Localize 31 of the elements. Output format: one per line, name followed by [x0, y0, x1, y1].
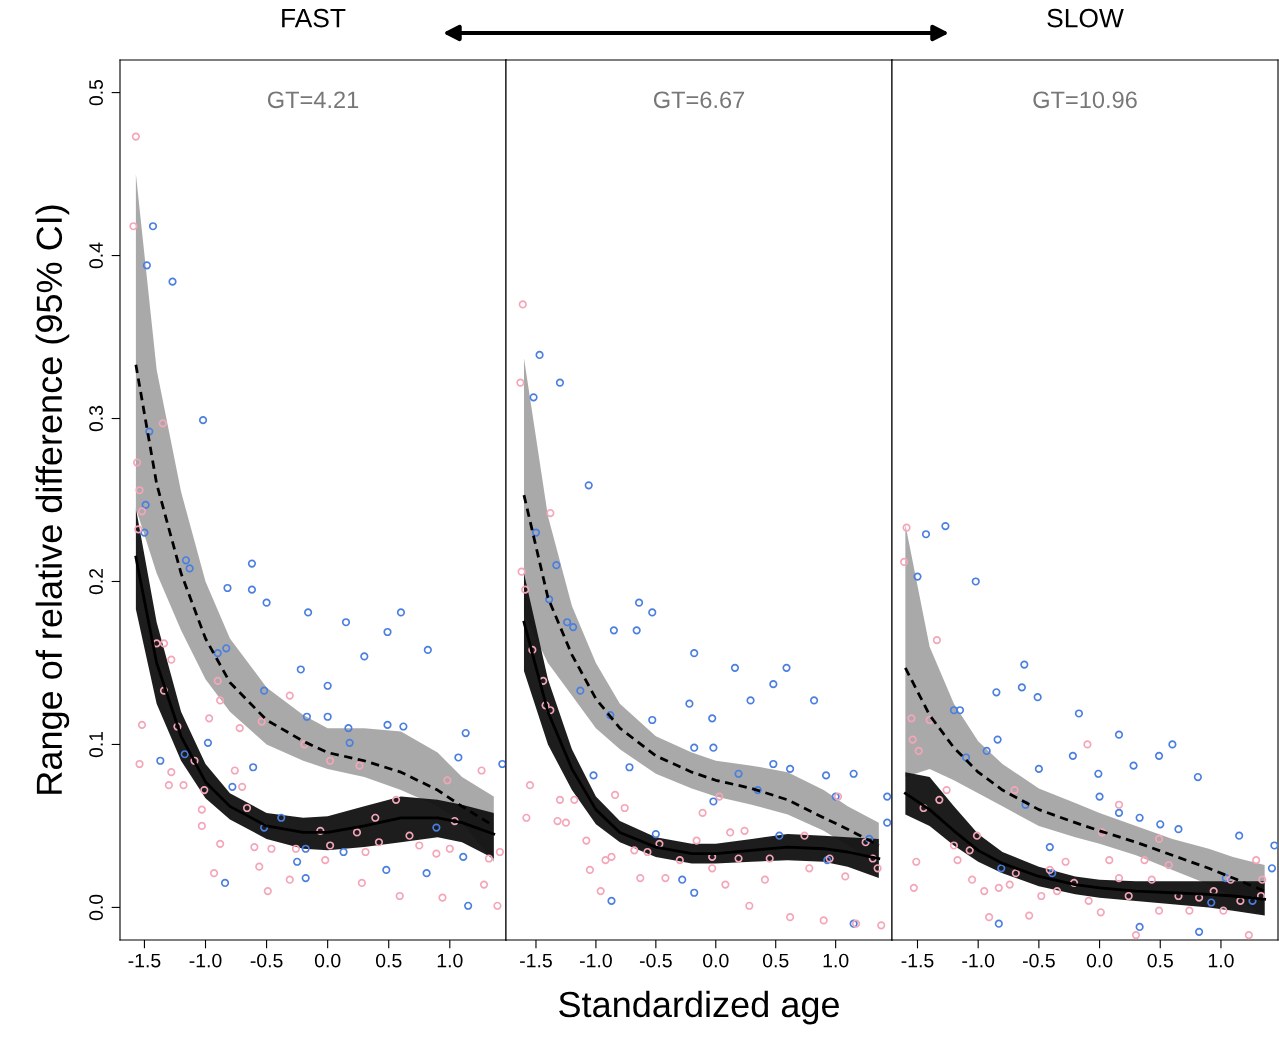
text: GT=6.67 — [653, 91, 745, 109]
x-tick-label: 0.5 — [1147, 953, 1173, 968]
y-tick-label: 0.3 — [89, 405, 103, 432]
y-axis-title: Range of relative difference (95% CI) — [35, 205, 70, 794]
y-tick-label: 0.2 — [89, 568, 103, 595]
x-tick-label: -1.5 — [901, 953, 934, 968]
text: GT=4.21 — [267, 91, 359, 109]
x-tick-label: 1.0 — [437, 953, 463, 968]
x-tick-label: 0.5 — [762, 953, 789, 968]
x-tick-label: -1.0 — [962, 953, 995, 968]
text: GT=10.96 — [1033, 91, 1137, 109]
y-tick-label: 0.4 — [89, 242, 103, 269]
x-tick-label: -0.5 — [250, 953, 283, 968]
y-tick-label: 0.1 — [89, 731, 103, 758]
x-tick-label: -1.0 — [189, 953, 222, 968]
x-tick-label: 1.0 — [1208, 953, 1234, 968]
x-tick-label: -1.5 — [128, 953, 161, 968]
x-tick-label: -0.5 — [1022, 953, 1055, 968]
text: SLOW — [1047, 8, 1124, 28]
x-tick-label: 0.0 — [1086, 953, 1113, 968]
x-tick-label: -1.5 — [520, 953, 552, 968]
y-tick-label: 0.5 — [89, 79, 103, 106]
x-axis-title: Standardized age — [559, 990, 839, 1025]
x-tick-label: -0.5 — [639, 953, 672, 968]
x-tick-label: 0.5 — [375, 953, 402, 968]
text: FAST — [282, 8, 346, 28]
x-tick-label: 0.0 — [314, 953, 341, 968]
x-tick-label: -1.0 — [580, 953, 612, 968]
x-tick-label: 1.0 — [823, 953, 849, 968]
x-tick-label: 0.0 — [703, 953, 729, 968]
y-tick-label: 0.0 — [89, 894, 103, 921]
